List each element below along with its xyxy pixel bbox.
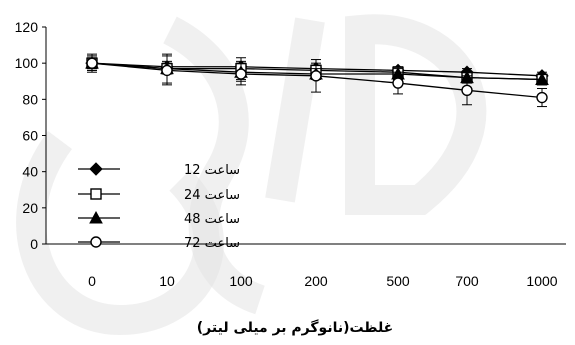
x-tick-label: 1000 (526, 273, 557, 289)
data-point (392, 77, 404, 89)
x-tick-label: 500 (386, 273, 410, 289)
y-tick-label: 0 (30, 236, 38, 252)
data-point (461, 84, 473, 96)
data-point (86, 57, 98, 69)
x-tick-label: 10 (159, 273, 175, 289)
legend-item-1: ساعت 12 (78, 162, 240, 178)
legend-item-4: ساعت 72 (78, 236, 240, 251)
x-tick-label: 0 (88, 273, 96, 289)
data-point (161, 64, 173, 77)
legend-marker (89, 162, 103, 176)
x-tick-label: 700 (455, 273, 479, 289)
x-axis-label: غلظت(نانوگرم بر میلی لیتر) (197, 319, 393, 336)
legend-item-3: ساعت 48 (78, 210, 240, 227)
legend-marker (90, 236, 102, 248)
y-tick-label: 40 (22, 164, 38, 180)
data-point (535, 72, 549, 85)
legend-label: ساعت 12 (184, 163, 240, 178)
x-axis-ticks: 0 10 100 200 500 700 1000 (88, 273, 558, 289)
x-tick-label: 200 (304, 273, 328, 289)
y-tick-label: 80 (22, 91, 38, 107)
y-tick-label: 60 (22, 128, 38, 144)
legend-marker (90, 188, 102, 200)
data-point (235, 68, 247, 80)
y-tick-label: 120 (15, 19, 39, 35)
x-tick-label: 100 (229, 273, 253, 289)
legend: ساعت 12 ساعت 24 ساعت 48 ساعت 72 (78, 162, 240, 251)
series-4 (86, 53, 548, 108)
legend-item-2: ساعت 24 (78, 188, 240, 203)
y-tick-label: 100 (15, 55, 39, 71)
legend-label: ساعت 24 (184, 188, 240, 203)
watermark-logo (16, 14, 487, 336)
legend-label: ساعت 48 (184, 212, 240, 227)
data-point (536, 91, 548, 104)
series-group (85, 53, 549, 108)
legend-label: ساعت 72 (184, 236, 240, 251)
y-tick-label: 20 (22, 200, 38, 216)
y-axis-ticks: 0 20 40 60 80 100 120 (15, 19, 46, 252)
legend-marker (89, 210, 103, 224)
data-point (310, 70, 322, 82)
